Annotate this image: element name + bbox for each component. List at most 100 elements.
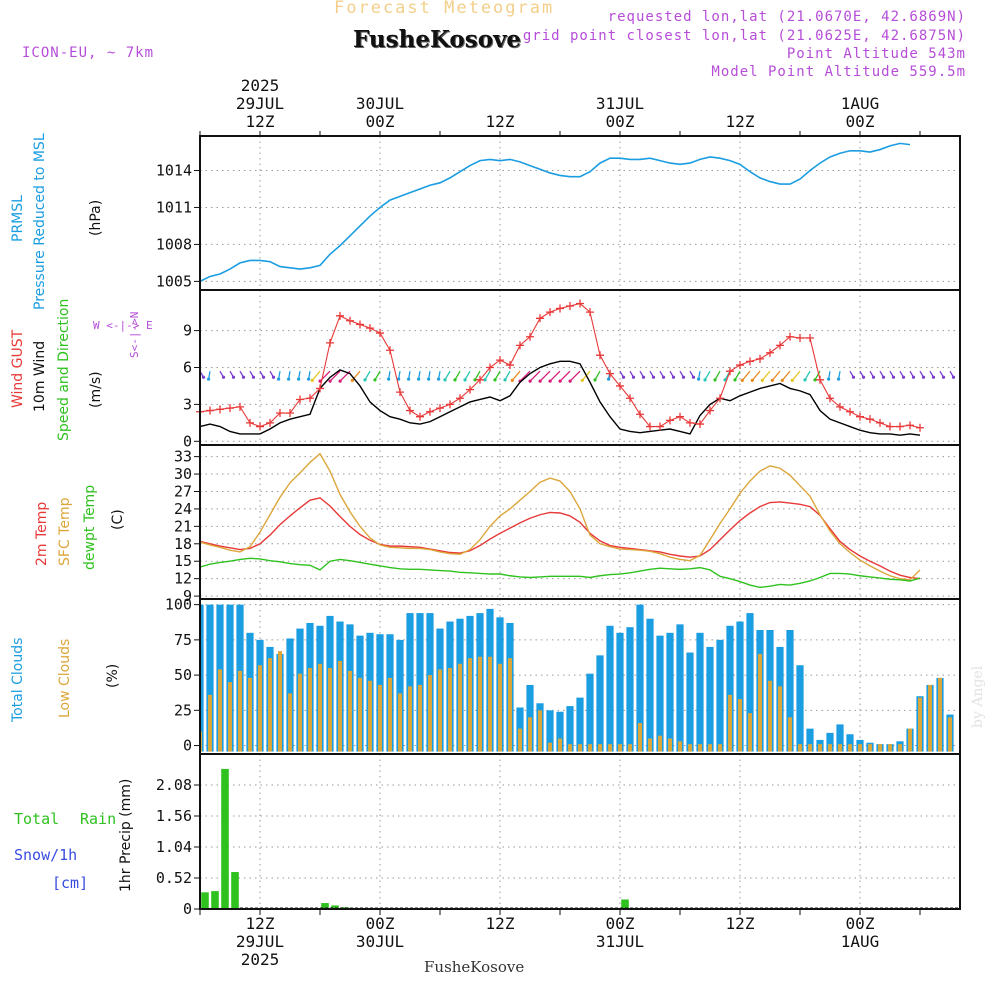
- low-cloud-bar: [378, 684, 382, 752]
- wind-gust-marker: [506, 361, 514, 370]
- low-cloud-bar: [878, 744, 882, 752]
- location-name: FusheKosove: [353, 26, 522, 53]
- wind-gust-marker: [826, 394, 834, 403]
- closest-coords: grid point closest lon,lat (21.0625E, 42…: [522, 28, 966, 44]
- wind-gust-marker: [886, 422, 894, 431]
- wind-gust-marker: [776, 341, 784, 350]
- low-cloud-bar: [298, 673, 302, 752]
- low-cloud-bar: [738, 699, 742, 752]
- wind-gust-marker: [346, 316, 354, 325]
- y-tick-label: 1005: [156, 272, 192, 290]
- low-cloud-bar: [838, 744, 842, 752]
- precip-label-total: Total: [14, 810, 60, 828]
- wind-direction-arrow: [539, 370, 551, 382]
- wind-arrow-head: [338, 379, 342, 383]
- wind-gust-marker: [836, 402, 844, 411]
- y-tick-label: 9: [183, 322, 192, 340]
- wind-arrow-head: [697, 377, 701, 381]
- low-cloud-bar: [418, 684, 422, 752]
- time-label-bottom: 00Z: [846, 914, 875, 933]
- wind-arrow-head: [310, 378, 314, 382]
- wind-direction-arrow: [364, 370, 371, 381]
- wind-arrow-head: [558, 379, 562, 383]
- wind-label-3: Speed and Direction: [56, 298, 72, 441]
- low-cloud-bar: [398, 693, 402, 752]
- low-cloud-bar: [938, 677, 942, 752]
- wind-gust-marker: [616, 381, 624, 390]
- total-cloud-bar: [736, 621, 744, 752]
- low-cloud-bar: [748, 713, 752, 752]
- total-cloud-bar: [826, 732, 834, 752]
- wind-gust-marker: [416, 412, 424, 421]
- low-cloud-bar: [518, 728, 522, 752]
- low-cloud-bar: [928, 684, 932, 752]
- temp-label-2: SFC Temp: [57, 497, 73, 566]
- wind-arrow-head: [387, 377, 391, 381]
- wind-arrow-head: [417, 377, 421, 381]
- y-tick-label: 75: [174, 631, 192, 649]
- wind-direction-arrow: [771, 370, 781, 381]
- wind-gust-marker: [576, 299, 584, 308]
- y-tick-label: 9: [183, 587, 192, 605]
- wind-gust-marker: [866, 415, 874, 424]
- low-cloud-bar: [688, 744, 692, 752]
- low-cloud-bar: [948, 717, 952, 752]
- wind-gust-marker: [296, 395, 304, 404]
- wind-direction-arrow: [484, 370, 491, 381]
- precip-label-snow: Snow/1h: [14, 846, 78, 864]
- wind-direction-arrow: [374, 370, 381, 381]
- wind-arrow-head: [568, 379, 572, 383]
- wind-arrow-head: [201, 375, 206, 379]
- low-cloud-bar: [778, 686, 782, 752]
- low-cloud-bar: [368, 680, 372, 752]
- wind-arrow-head: [861, 375, 866, 379]
- wind-gust-marker: [536, 314, 544, 323]
- wind-arrow-head: [740, 378, 744, 382]
- panel-temperature: [194, 445, 960, 599]
- low-cloud-bar: [448, 668, 452, 752]
- wind-gust-marker: [766, 348, 774, 357]
- time-label-bottom: 00Z: [366, 914, 395, 933]
- precip-bar: [211, 891, 219, 909]
- pressure-label-2: Pressure Reduced to MSL: [32, 133, 48, 310]
- wind-gust-marker: [316, 384, 324, 393]
- low-cloud-bar: [318, 663, 322, 752]
- total-cloud-bar: [546, 710, 554, 752]
- low-cloud-bar: [648, 738, 652, 752]
- y-tick-label: 2.08: [156, 776, 192, 794]
- total-cloud-bar: [636, 604, 644, 752]
- low-cloud-bar: [818, 744, 822, 752]
- time-label-top: 31JUL: [596, 94, 644, 113]
- low-cloud-bar: [658, 735, 662, 752]
- wind-gust-marker: [206, 406, 214, 415]
- wind-arrow-head: [607, 377, 611, 381]
- credit-watermark: by Angel: [970, 665, 986, 728]
- wind-arrow-head: [363, 378, 367, 382]
- wind-gust-marker: [626, 394, 634, 403]
- low-cloud-bar: [458, 663, 462, 752]
- total-cloud-bar: [846, 734, 854, 752]
- y-tick-label: 3: [183, 395, 192, 413]
- total-cloud-bar: [576, 697, 584, 752]
- pressure-label-1: PRMSL: [10, 195, 26, 242]
- wind-arrow-head: [671, 375, 676, 379]
- wind-direction-arrow: [454, 370, 461, 381]
- wind-direction-arrow: [751, 370, 761, 381]
- time-label-bottom: 00Z: [606, 914, 635, 933]
- wind-direction-arrow: [519, 370, 531, 382]
- y-tick-label: 0: [183, 432, 192, 450]
- total-cloud-bar: [596, 655, 604, 752]
- low-cloud-bar: [498, 663, 502, 752]
- total-cloud-bar: [836, 724, 844, 752]
- temp-line-1: [199, 452, 921, 581]
- low-cloud-bar: [698, 744, 702, 752]
- low-cloud-bar: [538, 710, 542, 752]
- total-cloud-bar: [566, 706, 574, 752]
- y-tick-label: 1011: [156, 198, 192, 216]
- wind-arrow-head: [803, 378, 807, 382]
- wind-direction-arrow: [329, 370, 341, 382]
- time-label-top: 12Z: [486, 112, 515, 131]
- wind-direction-arrow: [559, 370, 571, 382]
- wind-direction-arrow: [351, 370, 361, 381]
- wind-gust-marker: [696, 420, 704, 429]
